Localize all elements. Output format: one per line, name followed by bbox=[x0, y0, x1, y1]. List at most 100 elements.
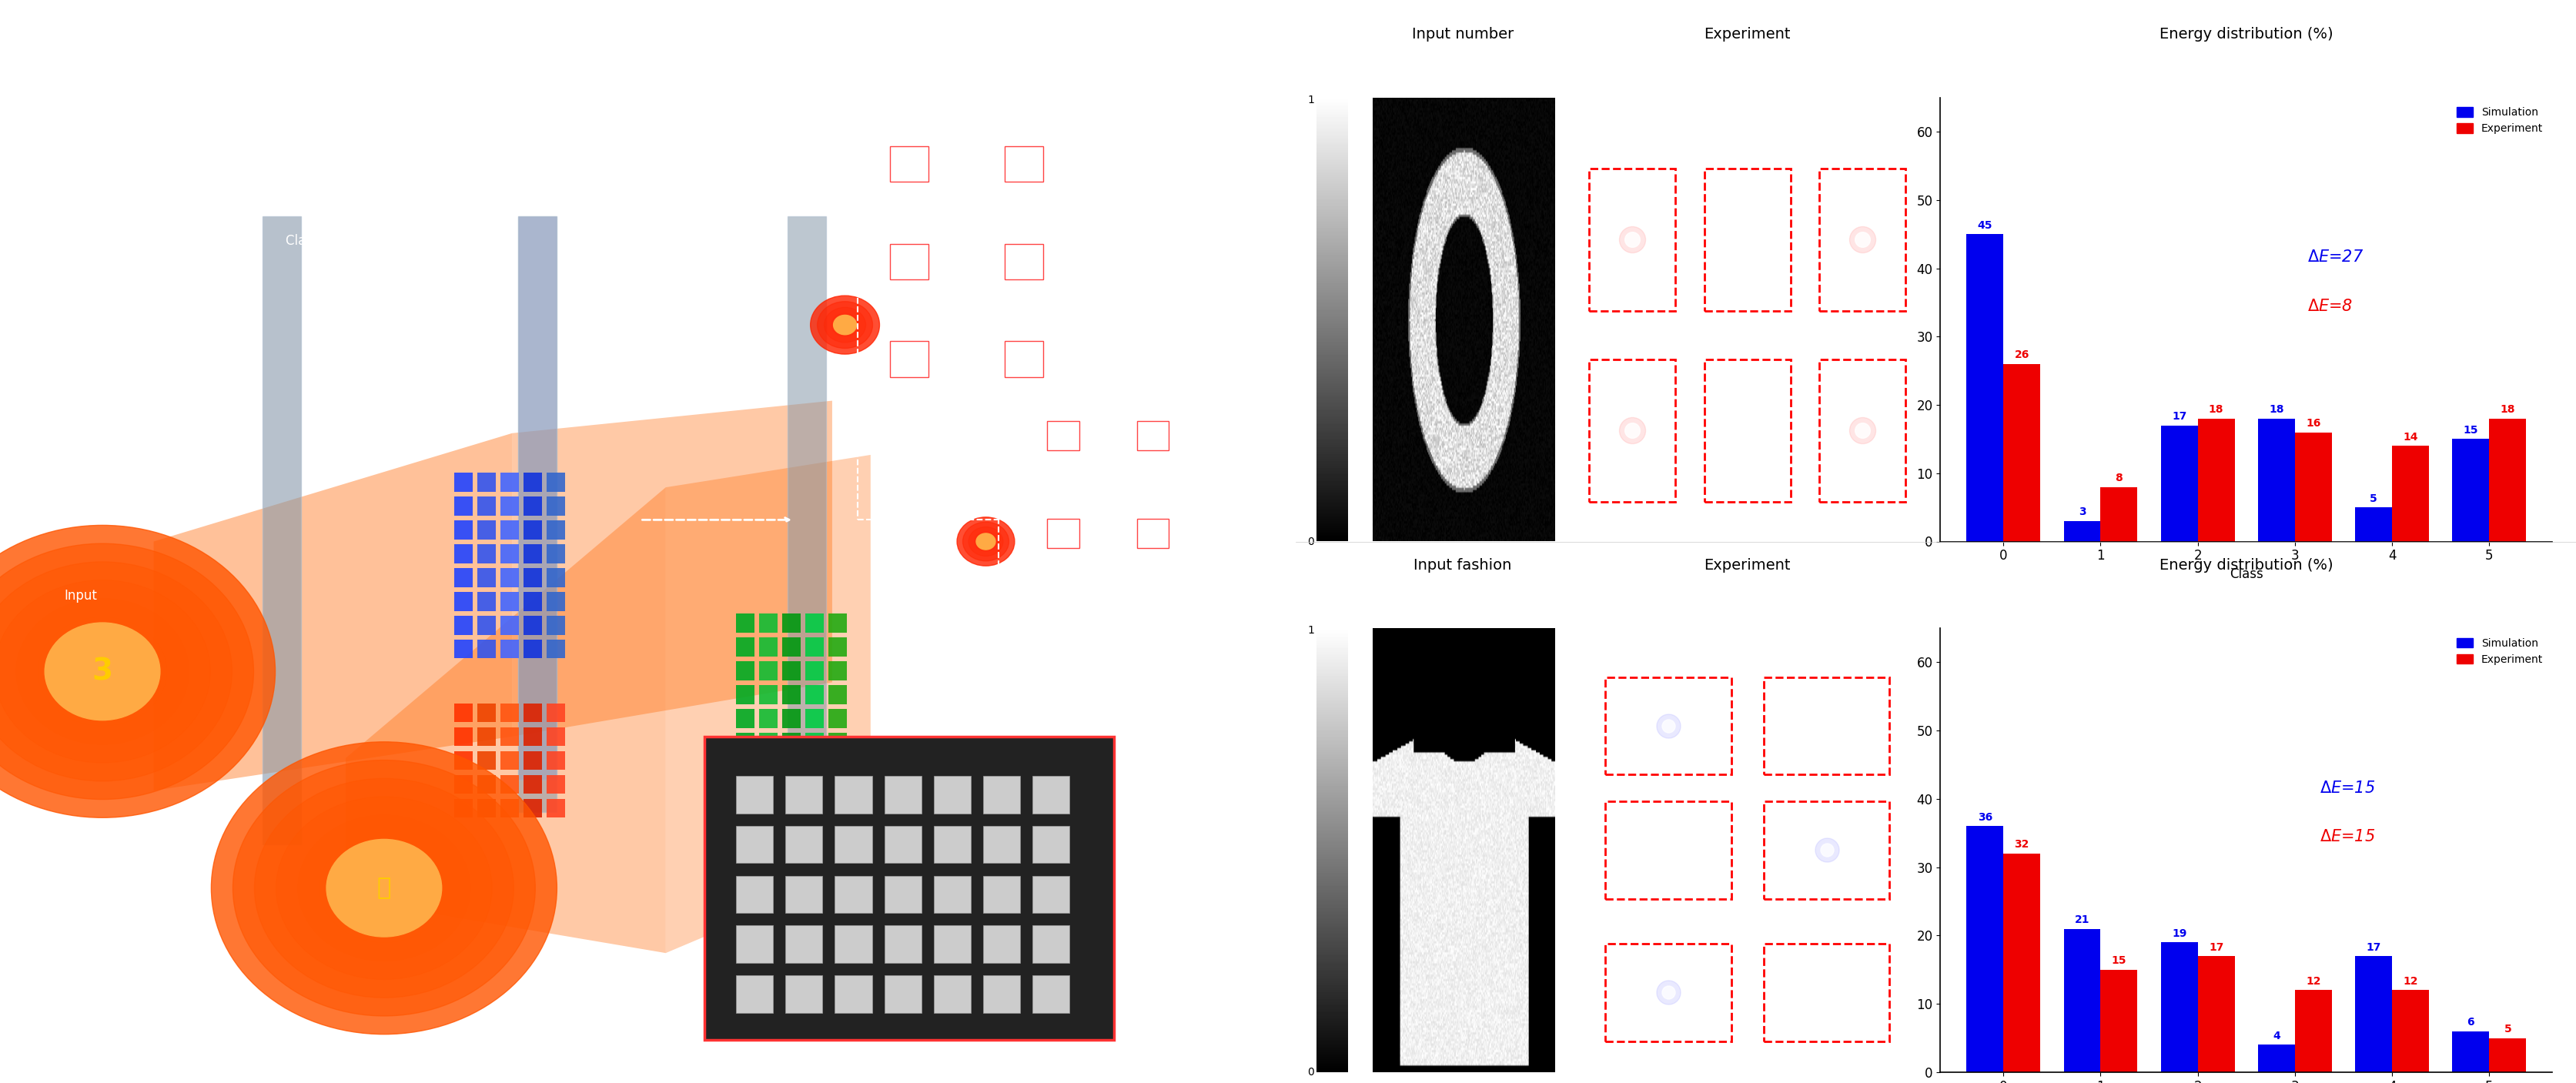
Text: Shared layer: Shared layer bbox=[142, 492, 222, 505]
Circle shape bbox=[211, 742, 556, 1034]
Bar bbox=[786, 975, 822, 1013]
Bar bbox=[2488, 418, 2527, 542]
Text: 26: 26 bbox=[2014, 350, 2030, 361]
Bar bbox=[477, 774, 497, 794]
Bar bbox=[889, 244, 927, 279]
Bar bbox=[500, 639, 518, 658]
Bar bbox=[1765, 677, 1891, 774]
Bar bbox=[477, 639, 497, 658]
Bar bbox=[760, 732, 778, 752]
Bar bbox=[453, 798, 474, 818]
Bar bbox=[2099, 969, 2138, 1072]
Bar bbox=[835, 825, 871, 863]
Bar bbox=[453, 615, 474, 635]
Bar bbox=[1136, 421, 1170, 451]
Bar bbox=[523, 567, 541, 587]
Bar bbox=[500, 591, 518, 611]
Circle shape bbox=[969, 527, 1002, 557]
Text: 3: 3 bbox=[2079, 507, 2087, 518]
Bar bbox=[1705, 169, 1790, 311]
Text: Experiment: Experiment bbox=[1705, 27, 1790, 42]
Bar bbox=[884, 975, 922, 1013]
Bar bbox=[760, 817, 778, 836]
Bar bbox=[1136, 519, 1170, 548]
Bar bbox=[1605, 801, 1731, 899]
Bar bbox=[783, 661, 801, 680]
Bar bbox=[933, 975, 971, 1013]
Text: 18: 18 bbox=[2208, 404, 2223, 415]
Bar bbox=[737, 684, 755, 704]
Bar bbox=[518, 217, 556, 780]
Bar bbox=[477, 520, 497, 539]
Bar bbox=[477, 703, 497, 722]
Bar bbox=[477, 472, 497, 492]
Circle shape bbox=[832, 313, 858, 337]
Circle shape bbox=[276, 797, 492, 979]
Bar bbox=[477, 751, 497, 770]
Bar bbox=[523, 520, 541, 539]
Bar bbox=[783, 637, 801, 656]
Bar bbox=[806, 684, 824, 704]
Bar bbox=[999, 347, 1229, 726]
Bar bbox=[500, 544, 518, 563]
Text: 21: 21 bbox=[2074, 914, 2089, 925]
Bar bbox=[835, 925, 871, 963]
Bar bbox=[783, 708, 801, 728]
Circle shape bbox=[0, 525, 276, 818]
Bar bbox=[806, 708, 824, 728]
Bar bbox=[786, 825, 822, 863]
Bar bbox=[737, 775, 773, 813]
Bar bbox=[1765, 943, 1891, 1041]
Bar bbox=[523, 727, 541, 746]
Legend: Simulation, Experiment: Simulation, Experiment bbox=[2452, 103, 2548, 139]
Bar bbox=[453, 751, 474, 770]
Bar bbox=[737, 825, 773, 863]
Bar bbox=[2197, 418, 2233, 542]
Text: 6: 6 bbox=[2468, 1017, 2476, 1028]
Bar bbox=[2259, 1045, 2295, 1072]
Text: $\Delta\mathit{E}$=8: $\Delta\mathit{E}$=8 bbox=[2308, 298, 2354, 314]
Point bbox=[1842, 422, 1883, 440]
Bar bbox=[523, 751, 541, 770]
Bar bbox=[933, 875, 971, 913]
Circle shape bbox=[327, 839, 440, 937]
Bar bbox=[737, 708, 755, 728]
Point bbox=[1613, 422, 1654, 440]
Legend: Simulation, Experiment: Simulation, Experiment bbox=[2452, 634, 2548, 669]
Bar bbox=[2295, 990, 2331, 1072]
Text: 🛍: 🛍 bbox=[376, 877, 392, 899]
Bar bbox=[546, 703, 564, 722]
Bar bbox=[500, 751, 518, 770]
Text: Classification layer
(Pluggable): Classification layer (Pluggable) bbox=[286, 234, 407, 264]
Bar bbox=[835, 775, 871, 813]
Bar bbox=[737, 925, 773, 963]
Text: 17: 17 bbox=[2172, 412, 2187, 422]
Circle shape bbox=[39, 616, 167, 727]
Bar bbox=[984, 775, 1020, 813]
Bar bbox=[858, 87, 1139, 520]
Bar bbox=[500, 520, 518, 539]
Text: Input: Input bbox=[64, 589, 98, 602]
Text: 45: 45 bbox=[1978, 220, 1991, 231]
Bar bbox=[829, 769, 848, 788]
Bar bbox=[884, 925, 922, 963]
Bar bbox=[546, 751, 564, 770]
Bar bbox=[783, 756, 801, 775]
Bar bbox=[546, 615, 564, 635]
Bar bbox=[453, 544, 474, 563]
Bar bbox=[263, 217, 301, 845]
Polygon shape bbox=[155, 433, 513, 791]
Bar bbox=[2063, 521, 2099, 542]
Bar bbox=[835, 875, 871, 913]
Bar bbox=[523, 639, 541, 658]
Circle shape bbox=[824, 308, 866, 342]
Circle shape bbox=[958, 518, 1015, 565]
Bar bbox=[453, 472, 474, 492]
Bar bbox=[737, 637, 755, 656]
Bar bbox=[783, 817, 801, 836]
Bar bbox=[984, 875, 1020, 913]
Text: 3: 3 bbox=[93, 656, 113, 687]
Bar bbox=[1033, 825, 1069, 863]
Bar bbox=[453, 639, 474, 658]
Bar bbox=[546, 544, 564, 563]
